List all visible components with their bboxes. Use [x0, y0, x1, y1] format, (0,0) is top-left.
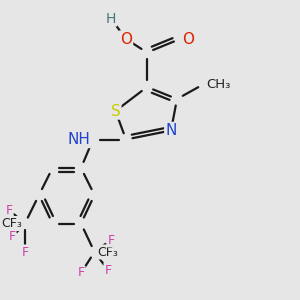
Text: N: N [165, 123, 177, 138]
Text: CH₃: CH₃ [206, 77, 231, 91]
Text: H: H [106, 12, 116, 26]
Text: F: F [8, 230, 16, 244]
Text: F: F [5, 203, 13, 217]
Text: F: F [107, 233, 115, 247]
Text: F: F [21, 245, 28, 259]
Text: CF₃: CF₃ [97, 245, 118, 259]
Text: O: O [120, 32, 132, 46]
Text: O: O [182, 32, 194, 46]
Text: S: S [111, 103, 120, 118]
Text: F: F [77, 266, 85, 280]
Text: F: F [104, 263, 112, 277]
Text: NH: NH [68, 132, 91, 147]
Text: CF₃: CF₃ [2, 217, 22, 230]
